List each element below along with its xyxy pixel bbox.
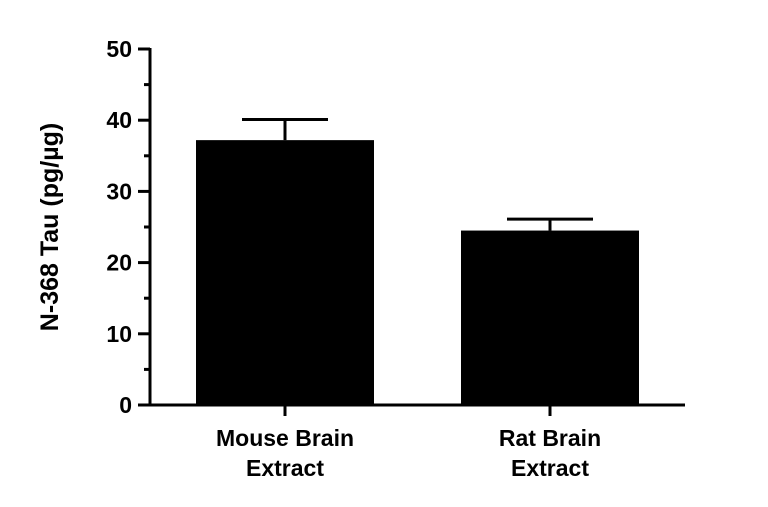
x-tick-label-line: Mouse Brain	[216, 425, 354, 451]
bars-group	[196, 140, 639, 406]
y-tick-label: 0	[119, 392, 132, 418]
x-tick-label-0: Mouse Brain Extract	[216, 425, 354, 481]
y-tick-label: 40	[106, 107, 132, 133]
x-tick-label-line: Extract	[511, 455, 589, 481]
x-tick-label-1: Rat Brain Extract	[499, 425, 601, 481]
x-axis: Mouse Brain Extract Rat Brain Extract	[148, 403, 685, 481]
y-tick-label: 10	[106, 321, 132, 347]
y-axis: 0 10 20 30 40 50	[106, 36, 152, 418]
y-tick-label: 20	[106, 250, 132, 276]
x-tick-label-line: Rat Brain	[499, 425, 601, 451]
bar-0	[196, 140, 374, 406]
x-tick-label-line: Extract	[246, 455, 324, 481]
y-tick-label: 30	[106, 178, 132, 204]
bar-1	[461, 230, 639, 405]
y-axis-label: N-368 Tau (pg/µg)	[36, 123, 64, 331]
error-bars-group	[242, 117, 593, 231]
y-tick-label: 50	[106, 36, 132, 62]
